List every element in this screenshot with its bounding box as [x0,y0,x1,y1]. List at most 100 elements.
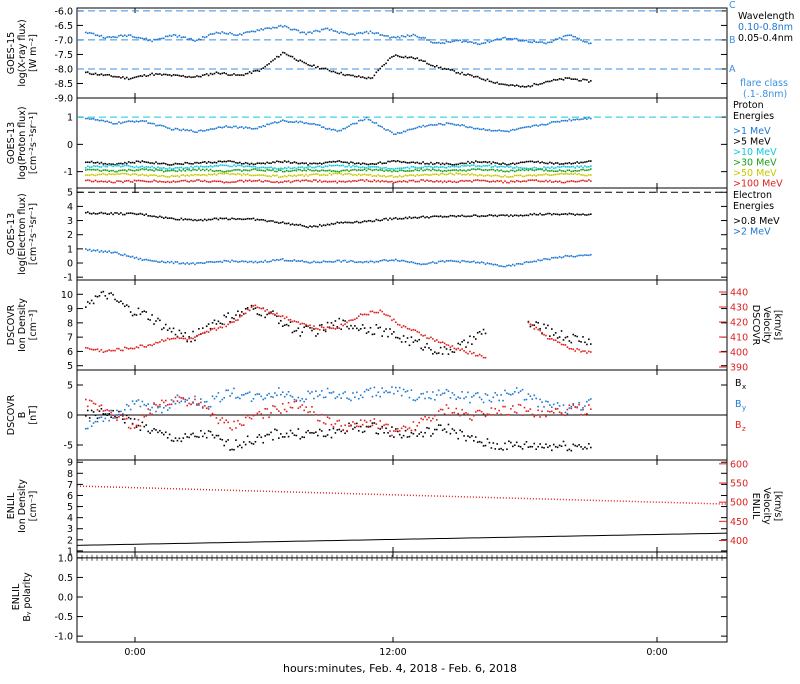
data-point [268,175,270,177]
data-point [233,217,235,220]
data-point [114,414,116,417]
data-point [432,261,434,263]
data-point [235,260,237,263]
data-point [174,175,177,177]
data-point [143,425,146,428]
data-point [422,124,424,127]
data-point [582,168,584,171]
data-point [352,174,354,176]
data-point [539,162,541,164]
data-point [568,340,571,342]
data-point [543,42,545,44]
data-point [168,74,171,76]
data-point [574,169,577,172]
data-point [344,323,346,325]
data-point [336,72,339,75]
data-point [147,169,149,172]
data-point [422,435,424,438]
data-point [256,169,259,171]
data-point [574,406,577,408]
data-point [342,31,344,34]
data-point [155,403,157,406]
data-point [118,253,120,255]
data-point [588,116,590,119]
data-point [217,172,220,175]
data-point [315,29,317,32]
data-point [242,441,245,443]
data-point [529,160,532,163]
data-point [198,404,200,406]
data-point [151,260,153,262]
data-point [363,390,366,393]
data-point [535,167,538,169]
data-point [227,181,229,184]
data-point [291,331,294,334]
data-point [90,160,93,163]
data-point [110,181,112,184]
data-point [223,259,226,262]
data-point [373,220,376,222]
data-point [184,36,187,39]
data-point [449,348,452,351]
data-point [266,180,268,182]
data-point [297,60,300,62]
data-point [395,160,397,163]
data-point [246,392,249,395]
data-point [560,330,563,332]
data-point [410,429,413,432]
data-point [373,74,376,77]
data-point [209,173,212,176]
data-point [547,400,549,403]
data-point [213,170,216,173]
data-point [420,393,422,395]
data-point [359,313,362,315]
data-point [147,344,149,347]
data-point [400,341,403,343]
data-point [131,400,134,402]
data-point [502,265,504,268]
data-point [168,34,171,37]
data-point [114,415,116,418]
y-tick-label: 4 [67,202,73,213]
data-point [303,409,305,412]
data-point [424,125,426,128]
data-point [439,42,442,45]
data-point [432,215,434,218]
data-point [432,166,434,169]
data-point [584,165,586,167]
data-point [342,180,344,183]
data-point [201,74,204,77]
data-point [221,217,224,220]
data-point [348,125,350,127]
data-point [476,161,479,163]
data-point [116,36,118,39]
data-point [320,166,323,169]
data-point [112,173,114,176]
data-point [352,122,354,125]
data-point [281,325,284,328]
data-point [96,174,99,176]
data-point [375,423,378,425]
data-point [457,412,460,415]
data-point [551,121,553,123]
data-point [504,174,506,177]
data-point [566,412,569,415]
y-axis-label: [cm⁻³] [28,491,39,522]
data-point [447,180,450,183]
data-point [301,436,304,438]
data-point [258,410,261,413]
data-point [131,347,134,350]
data-point [395,386,397,389]
data-point [556,341,559,343]
data-point [393,169,395,172]
data-point [309,123,311,125]
data-point [375,163,378,165]
data-point [537,214,539,216]
data-point [564,414,567,417]
data-point [465,412,467,414]
data-point [116,163,118,165]
data-point [416,435,419,437]
data-point [369,119,372,122]
data-point [570,166,573,168]
data-point [110,36,112,39]
